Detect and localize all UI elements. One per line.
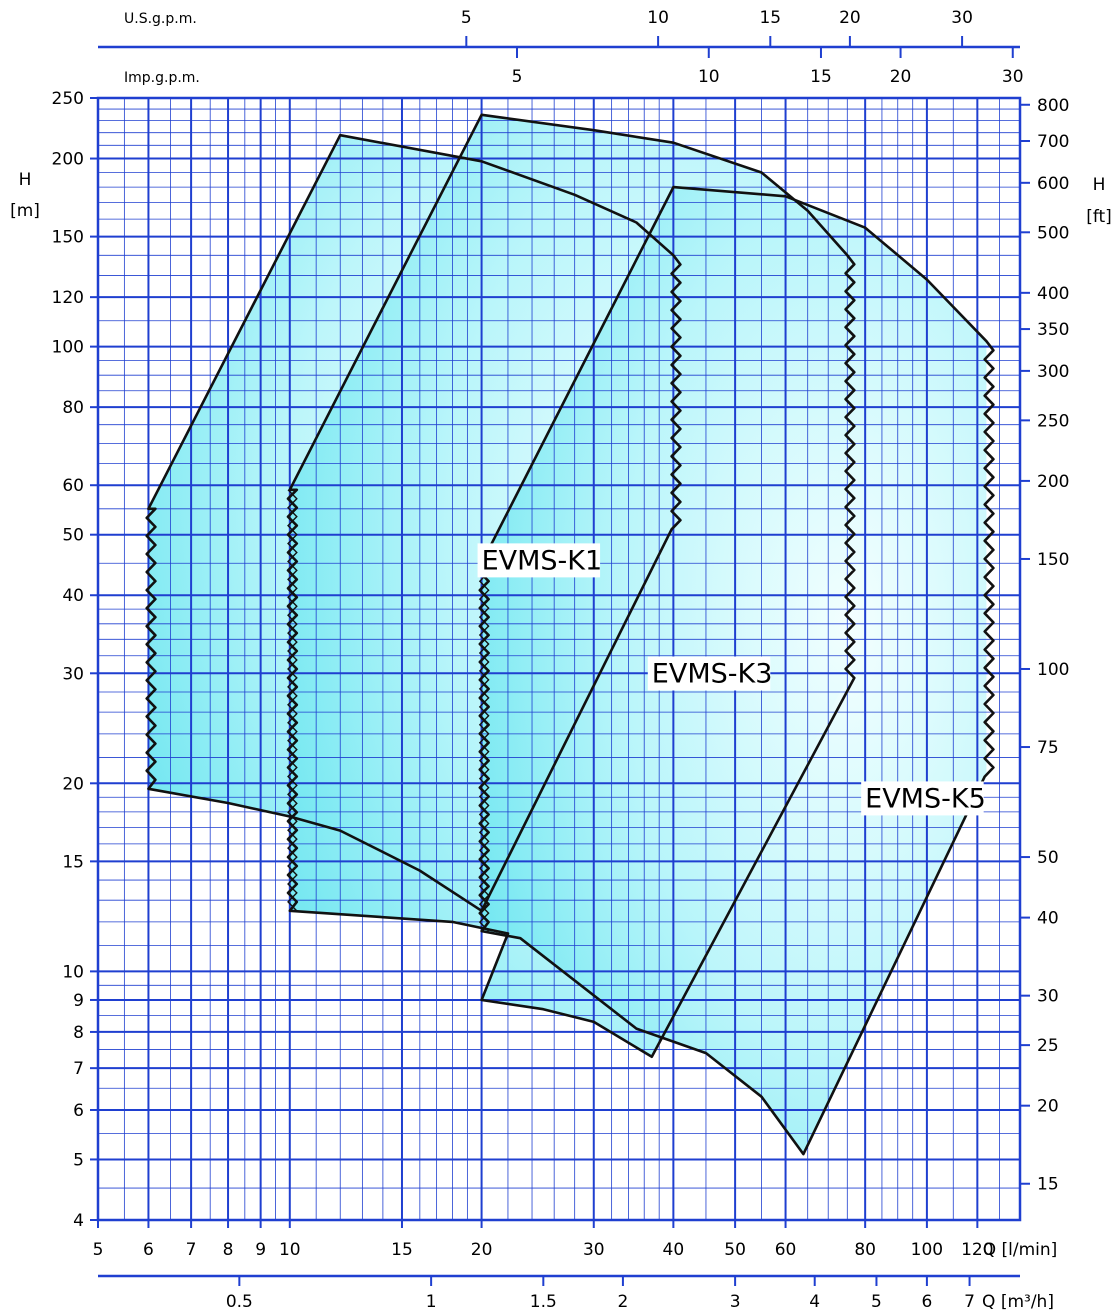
y-tick-label: 30 bbox=[62, 664, 84, 684]
m3h-tick-label: 2 bbox=[618, 1292, 629, 1312]
m3h-tick-label: 4 bbox=[809, 1292, 820, 1312]
y-tick-label: 80 bbox=[62, 398, 84, 418]
y2-axis-unit: [ft] bbox=[1086, 207, 1112, 227]
series-label-background bbox=[647, 656, 771, 691]
impgpm-tick-label: 5 bbox=[512, 67, 523, 87]
usgpm-tick-label: 30 bbox=[951, 8, 973, 28]
series-label-evms-k3: EVMS-K3 bbox=[652, 658, 773, 689]
y2-tick-label: 250 bbox=[1037, 411, 1069, 431]
x-tick-label: 10 bbox=[279, 1240, 301, 1260]
y2-tick-label: 500 bbox=[1037, 223, 1069, 243]
series-label-evms-k5: EVMS-K5 bbox=[865, 783, 986, 814]
y-tick-label: 40 bbox=[62, 586, 84, 606]
m3h-tick-label: 3 bbox=[730, 1292, 741, 1312]
y2-tick-label: 75 bbox=[1037, 738, 1059, 758]
y-tick-label: 6 bbox=[73, 1101, 84, 1121]
impgpm-axis-title: Imp.g.p.m. bbox=[124, 70, 200, 86]
y2-tick-label: 350 bbox=[1037, 320, 1069, 340]
dashed-edge bbox=[480, 186, 675, 564]
y2-tick-label: 200 bbox=[1037, 472, 1069, 492]
x-tick-label: 50 bbox=[724, 1240, 746, 1260]
envelope-fills bbox=[148, 114, 987, 1155]
y-tick-label: 5 bbox=[73, 1150, 84, 1170]
grid bbox=[96, 96, 1022, 1222]
y-tick-label: 8 bbox=[73, 1023, 84, 1043]
series-label-background bbox=[477, 543, 601, 578]
x-tick-label: 60 bbox=[775, 1240, 797, 1260]
dashed-zigzag bbox=[287, 489, 298, 912]
impgpm-tick-label: 10 bbox=[698, 67, 720, 87]
y2-tick-label: 20 bbox=[1037, 1097, 1059, 1117]
y-tick-label: 200 bbox=[52, 150, 84, 170]
x-tick-label: 9 bbox=[255, 1240, 266, 1260]
y2-tick-label: 30 bbox=[1037, 987, 1059, 1007]
y2-tick-label: 600 bbox=[1037, 174, 1069, 194]
y2-tick-label: 100 bbox=[1037, 660, 1069, 680]
usgpm-tick-label: 5 bbox=[461, 8, 472, 28]
y2-axis-title: H bbox=[1093, 175, 1106, 195]
y2-tick-label: 150 bbox=[1037, 550, 1069, 570]
y-tick-label: 100 bbox=[52, 338, 84, 358]
y2-tick-label: 400 bbox=[1037, 284, 1069, 304]
dashed-edge bbox=[289, 114, 483, 491]
x-tick-label: 40 bbox=[663, 1240, 685, 1260]
m3h-tick-label: 7 bbox=[964, 1292, 975, 1312]
impgpm-tick-label: 30 bbox=[1002, 67, 1024, 87]
y2-tick-label: 50 bbox=[1037, 848, 1059, 868]
y-tick-label: 7 bbox=[73, 1059, 84, 1079]
usgpm-tick-label: 10 bbox=[647, 8, 669, 28]
y-tick-label: 60 bbox=[62, 476, 84, 496]
plot-frame bbox=[96, 96, 1022, 1222]
usgpm-tick-label: 15 bbox=[759, 8, 781, 28]
x-tick-label: 15 bbox=[391, 1240, 413, 1260]
m3h-tick-label: 0.5 bbox=[226, 1292, 253, 1312]
y-tick-label: 10 bbox=[62, 962, 84, 982]
axes: 4567891015203040506080100120150200250H[m… bbox=[10, 8, 1112, 1312]
usgpm-axis-title: U.S.g.p.m. bbox=[124, 11, 197, 27]
y-tick-label: 50 bbox=[62, 526, 84, 546]
x-tick-label: 100 bbox=[911, 1240, 943, 1260]
labels: EVMS-K1 EVMS-K3 EVMS-K5 bbox=[477, 543, 986, 816]
y-tick-label: 9 bbox=[73, 991, 84, 1011]
series-label-background bbox=[861, 781, 984, 816]
x-tick-label: 30 bbox=[583, 1240, 605, 1260]
impgpm-tick-label: 15 bbox=[810, 67, 832, 87]
x-tick-label: 6 bbox=[143, 1240, 154, 1260]
m3h-tick-label: 1.5 bbox=[530, 1292, 557, 1312]
dashed-zigzag bbox=[478, 562, 490, 932]
x-tick-label: 80 bbox=[854, 1240, 876, 1260]
y-tick-label: 15 bbox=[62, 852, 84, 872]
envelope-outlines bbox=[145, 113, 995, 1156]
x-tick-label: 8 bbox=[223, 1240, 234, 1260]
y2-tick-label: 800 bbox=[1037, 96, 1069, 116]
series-label-evms-k1: EVMS-K1 bbox=[482, 545, 603, 576]
y-axis-unit: [m] bbox=[10, 201, 40, 221]
y2-tick-label: 700 bbox=[1037, 132, 1069, 152]
y-tick-label: 120 bbox=[52, 288, 84, 308]
usgpm-tick-label: 20 bbox=[839, 8, 861, 28]
impgpm-tick-label: 20 bbox=[890, 67, 912, 87]
m3h-tick-label: 6 bbox=[921, 1292, 932, 1312]
envelope-outline-3 bbox=[478, 185, 995, 1156]
y-tick-label: 4 bbox=[73, 1211, 84, 1231]
y2-tick-label: 40 bbox=[1037, 909, 1059, 929]
y2-tick-label: 25 bbox=[1037, 1036, 1059, 1056]
envelope-outline-2 bbox=[286, 113, 856, 1059]
envelope-outline-1 bbox=[145, 133, 682, 913]
x-tick-label: 5 bbox=[93, 1240, 104, 1260]
m3h-tick-label: 5 bbox=[871, 1292, 882, 1312]
m3h-axis-title: Q [m³/h] bbox=[982, 1292, 1054, 1312]
x-tick-label: 120 bbox=[961, 1240, 993, 1260]
x-axis-title: Q [l/min] bbox=[983, 1240, 1058, 1260]
y2-tick-label: 300 bbox=[1037, 362, 1069, 382]
y-tick-label: 250 bbox=[52, 89, 84, 109]
y2-tick-label: 15 bbox=[1037, 1175, 1059, 1195]
m3h-tick-label: 1 bbox=[426, 1292, 437, 1312]
y-axis-title: H bbox=[19, 170, 32, 190]
y-tick-label: 20 bbox=[62, 774, 84, 794]
y-tick-label: 150 bbox=[52, 228, 84, 248]
x-tick-label: 20 bbox=[471, 1240, 493, 1260]
x-tick-label: 7 bbox=[186, 1240, 197, 1260]
